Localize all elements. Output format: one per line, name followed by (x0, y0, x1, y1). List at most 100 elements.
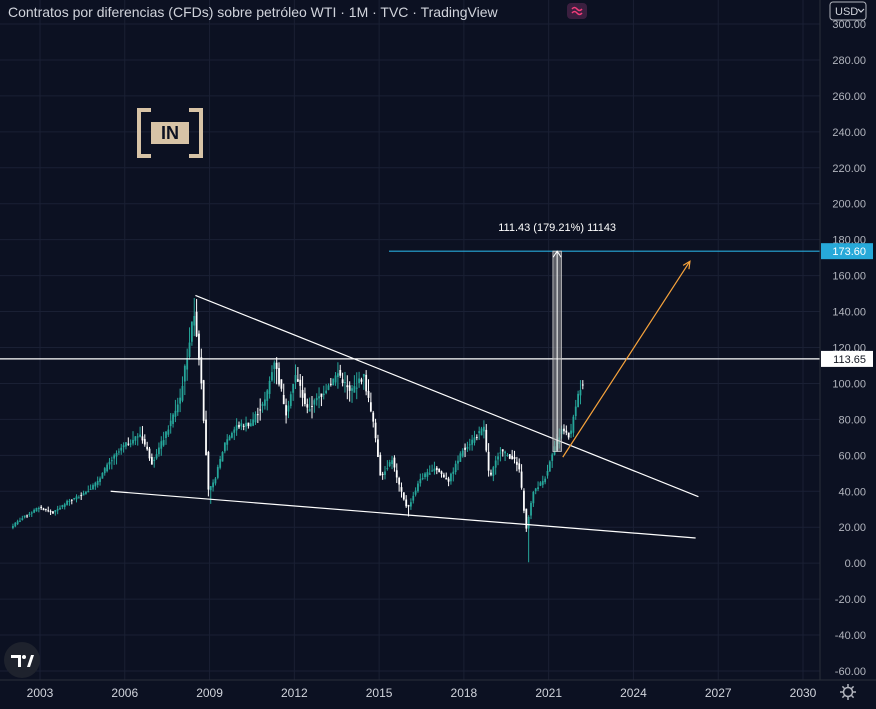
candle (136, 433, 139, 446)
candle (428, 465, 431, 475)
candle-body (190, 321, 193, 342)
candle (487, 443, 490, 477)
candle (457, 455, 459, 471)
candle-body (153, 459, 156, 462)
candle (73, 497, 76, 501)
candle-body (169, 420, 172, 427)
price-axis[interactable]: 300.00280.00260.00240.00220.00200.00180.… (821, 19, 873, 678)
candle (414, 487, 417, 497)
candle-body (410, 502, 412, 507)
candle (287, 400, 290, 419)
candle-body (271, 372, 273, 381)
candle (386, 460, 389, 471)
candle (238, 421, 240, 429)
candle (480, 426, 483, 436)
candle (205, 410, 207, 456)
candle (442, 472, 445, 478)
candle-body (59, 507, 61, 510)
candle (193, 298, 196, 337)
projection-arrow-head (682, 260, 691, 270)
candle (26, 514, 28, 519)
candle-body (377, 439, 379, 458)
candle (221, 451, 224, 462)
beincrypto-logo-icon: IN (137, 108, 203, 158)
candle-body (499, 452, 502, 454)
candle-body (141, 436, 144, 441)
gear-icon[interactable] (840, 684, 856, 700)
candle (252, 412, 255, 427)
candle (167, 425, 170, 437)
measure-label: 111.43 (179.21%) 11143 (498, 222, 616, 234)
measure-arrow-head (552, 250, 562, 258)
candle (424, 472, 426, 480)
tradingview-logo-icon[interactable] (4, 642, 40, 678)
candle-body (193, 316, 196, 326)
price-tick-label: 220.00 (832, 163, 866, 175)
candle-body (108, 461, 111, 465)
price-tick-label: 280.00 (832, 55, 866, 67)
price-tick-label: -60.00 (835, 666, 866, 678)
candle-body (391, 460, 393, 465)
candle (28, 511, 31, 517)
candle (315, 393, 318, 406)
candle (402, 492, 405, 501)
candle (459, 451, 462, 462)
candle-body (113, 455, 116, 459)
candle-body (421, 478, 424, 480)
price-level-badge[interactable]: 113.65 (821, 350, 873, 367)
candle (228, 434, 231, 441)
candle (362, 373, 365, 390)
candle-body (424, 473, 426, 478)
candle (122, 442, 125, 453)
candle-body (381, 473, 384, 475)
candle (150, 453, 153, 465)
candle (129, 439, 132, 448)
candle (400, 482, 403, 498)
candle-body (539, 482, 542, 486)
currency-label: USD (835, 6, 858, 18)
candle (492, 465, 495, 482)
candle-body (167, 429, 170, 435)
candle (200, 348, 203, 390)
candle-body (450, 473, 452, 482)
candle (143, 434, 146, 447)
candle-body (355, 387, 358, 389)
candle (367, 379, 370, 403)
candle (511, 449, 514, 460)
candle (372, 410, 375, 428)
candle-body (567, 432, 570, 438)
candle (139, 426, 141, 438)
candle (377, 434, 379, 458)
candle-body (289, 394, 292, 406)
candle-body (202, 380, 205, 421)
candle (33, 508, 36, 514)
price-level-badge[interactable]: 173.60 (821, 243, 873, 260)
candle-body (259, 409, 262, 411)
trendline-upper-resistance (195, 294, 699, 498)
time-axis[interactable]: 2003 2006 2009 2012 2015 2018 2021 2024 2027 2030 (27, 686, 817, 700)
candle-body (480, 428, 483, 436)
candle (501, 449, 504, 457)
currency-selector[interactable]: USD (829, 1, 867, 21)
candle-body (85, 491, 87, 494)
candle (172, 413, 174, 428)
candle (186, 348, 189, 381)
candle-body (14, 522, 17, 527)
candle (306, 398, 309, 414)
candle-body (42, 508, 45, 511)
candle-body (490, 472, 492, 475)
candle (525, 508, 528, 532)
candle-body (162, 440, 165, 446)
candle (421, 473, 424, 481)
candle-body (87, 490, 90, 493)
candle-body (292, 383, 295, 393)
candle (188, 327, 191, 360)
candle-body (384, 471, 386, 475)
candle-body (346, 385, 349, 388)
candle (544, 476, 547, 485)
candle-body (296, 379, 299, 382)
wave-icon[interactable] (567, 3, 587, 19)
candle (245, 416, 247, 432)
